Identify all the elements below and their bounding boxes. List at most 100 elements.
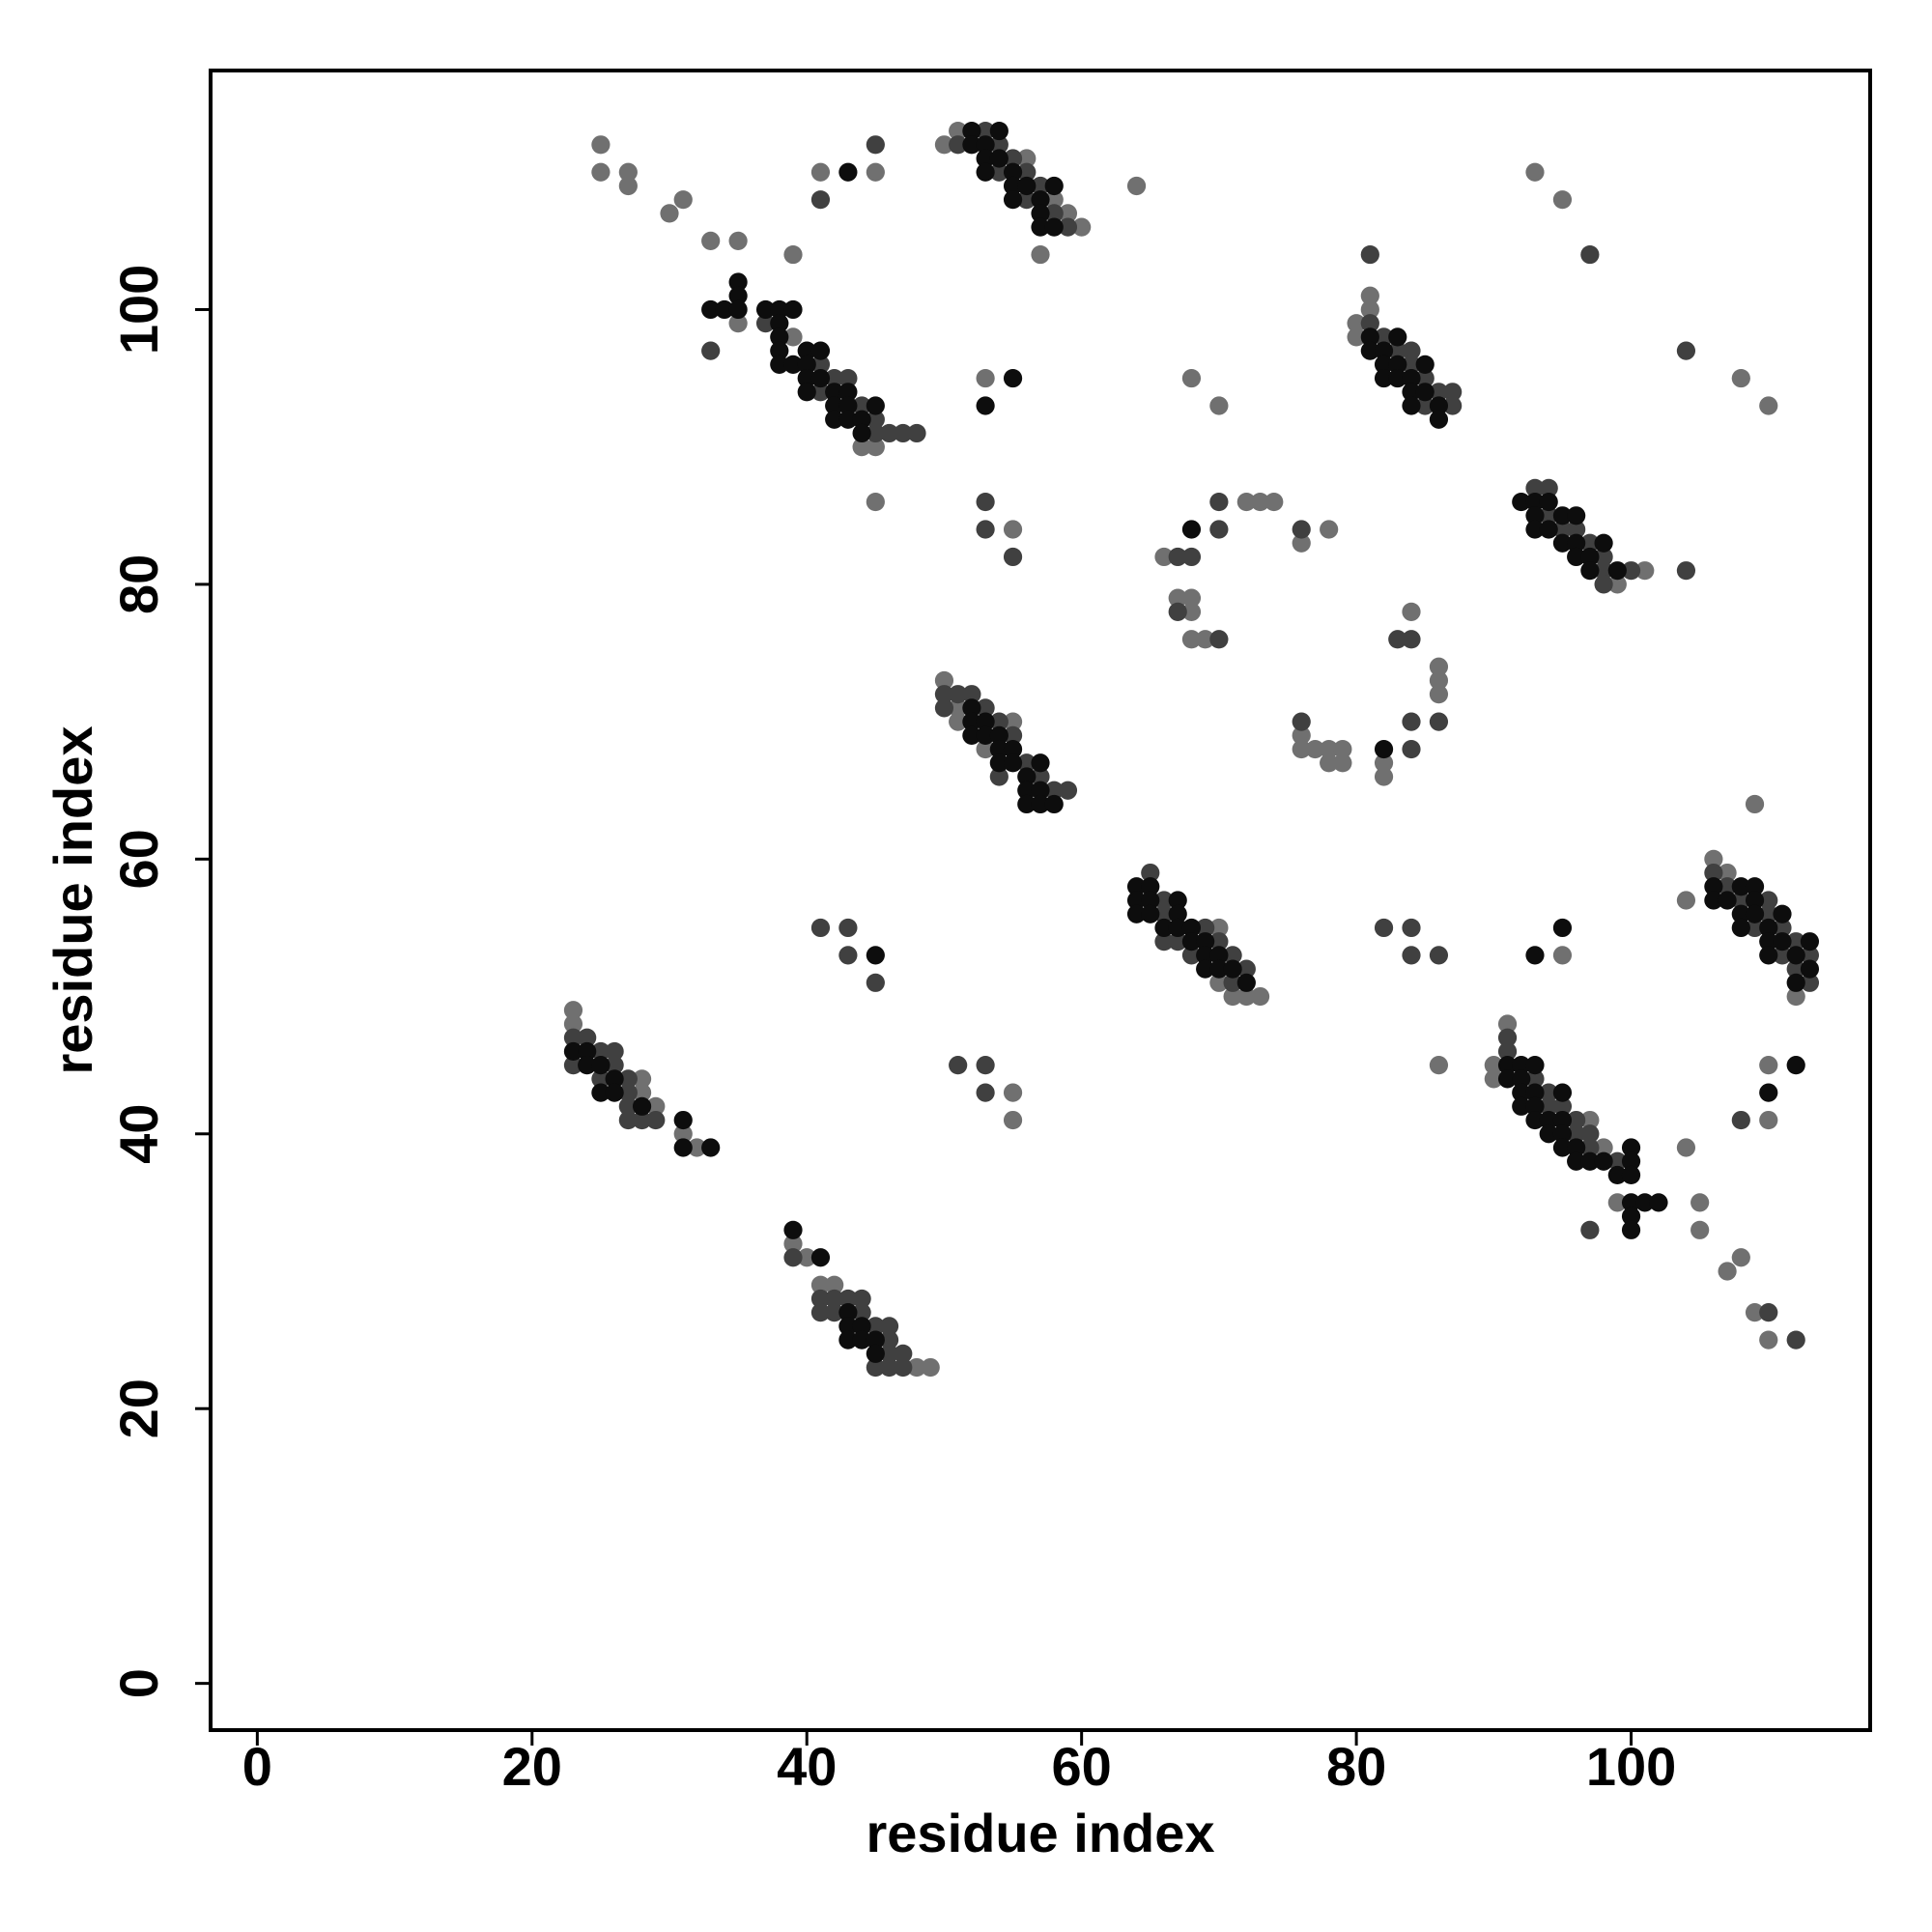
- contact-point: [838, 368, 858, 388]
- contact-point: [797, 1248, 816, 1267]
- contact-point: [1786, 946, 1805, 965]
- contact-point: [1374, 341, 1394, 360]
- contact-point: [797, 368, 816, 388]
- contact-point: [1250, 492, 1270, 512]
- contact-point: [1745, 1303, 1765, 1322]
- contact-point: [563, 1056, 583, 1075]
- contact-point: [1017, 781, 1037, 800]
- contact-point: [852, 1330, 871, 1350]
- contact-point: [1196, 918, 1215, 938]
- contact-point: [1003, 712, 1023, 731]
- contact-point: [934, 670, 954, 691]
- contact-point: [1607, 1193, 1627, 1212]
- contact-point: [618, 1083, 638, 1102]
- contact-point: [1264, 492, 1284, 512]
- contact-point: [1292, 520, 1311, 539]
- contact-point: [1236, 959, 1256, 979]
- contact-point: [879, 1317, 899, 1336]
- contact-point: [1704, 891, 1723, 910]
- contact-point: [1552, 1124, 1573, 1144]
- contact-point: [1236, 986, 1256, 1007]
- contact-point: [1525, 478, 1545, 497]
- contact-point: [1402, 368, 1421, 388]
- contact-point: [866, 973, 885, 992]
- contact-point: [1003, 162, 1023, 182]
- contact-point: [1292, 712, 1311, 731]
- contact-point: [1773, 904, 1792, 923]
- contact-point: [1525, 492, 1545, 512]
- contact-point: [1196, 959, 1215, 979]
- contact-point: [1402, 355, 1421, 374]
- contact-point: [1181, 368, 1202, 388]
- contact-point: [1580, 244, 1600, 265]
- contact-point: [1621, 1138, 1641, 1157]
- contact-point: [825, 1275, 844, 1294]
- contact-point: [1607, 1151, 1627, 1171]
- contact-point: [962, 712, 981, 731]
- contact-point: [1635, 561, 1655, 581]
- contact-point: [1374, 327, 1394, 347]
- contact-point: [866, 492, 885, 512]
- contact-point: [838, 918, 858, 938]
- contact-point: [825, 396, 844, 415]
- contact-point: [1402, 630, 1421, 649]
- contact-point: [1181, 630, 1202, 649]
- contact-point: [1209, 520, 1229, 539]
- contact-point: [1154, 891, 1174, 910]
- contact-point: [770, 299, 789, 320]
- contact-point: [1320, 753, 1339, 773]
- contact-point: [1058, 781, 1078, 800]
- contact-point: [866, 135, 885, 155]
- contact-point: [1676, 561, 1696, 581]
- contact-point: [563, 1028, 583, 1047]
- contact-point: [1690, 1220, 1710, 1239]
- contact-point: [605, 1056, 624, 1075]
- contact-point: [660, 204, 679, 223]
- contact-point: [1209, 492, 1229, 512]
- contact-point: [989, 739, 1009, 759]
- contact-point: [1443, 396, 1463, 415]
- contact-point: [810, 383, 831, 402]
- contact-point: [1126, 877, 1147, 896]
- contact-point: [1607, 575, 1627, 594]
- contact-point: [866, 1357, 885, 1378]
- contact-point: [1594, 575, 1613, 594]
- contact-point: [1250, 986, 1270, 1007]
- contact-point: [1181, 520, 1202, 539]
- contact-point: [989, 725, 1009, 745]
- contact-point: [701, 299, 721, 320]
- contact-point: [1031, 753, 1050, 773]
- plot-area: [563, 121, 1820, 1378]
- contact-point: [605, 1083, 624, 1102]
- contact-point: [563, 1001, 583, 1020]
- contact-point: [1759, 1083, 1778, 1102]
- x-tick-label: 0: [242, 1736, 272, 1797]
- contact-point: [1154, 547, 1174, 567]
- contact-point: [962, 685, 981, 704]
- contact-point: [894, 423, 913, 443]
- contact-point: [1552, 946, 1573, 965]
- contact-point: [1580, 533, 1600, 553]
- contact-point: [1786, 1056, 1805, 1075]
- y-tick-label: 60: [108, 829, 169, 889]
- contact-point: [1003, 1083, 1023, 1102]
- contact-point: [838, 1317, 858, 1336]
- contact-point: [1759, 891, 1778, 910]
- contact-point: [1415, 368, 1435, 388]
- contact-point: [1525, 162, 1545, 182]
- contact-point: [1320, 739, 1339, 759]
- contact-point: [1402, 946, 1421, 965]
- contact-point: [783, 355, 803, 374]
- contact-point: [825, 383, 844, 402]
- contact-point: [701, 231, 721, 250]
- contact-point: [921, 1357, 940, 1378]
- contact-point: [1402, 602, 1421, 621]
- contact-point: [770, 355, 789, 374]
- contact-point: [838, 1303, 858, 1322]
- contact-point: [1168, 891, 1187, 910]
- contact-point: [1181, 946, 1202, 965]
- contact-point: [783, 1248, 803, 1267]
- contact-point: [1209, 630, 1229, 649]
- contact-point: [1497, 1056, 1518, 1075]
- contact-point: [962, 698, 981, 718]
